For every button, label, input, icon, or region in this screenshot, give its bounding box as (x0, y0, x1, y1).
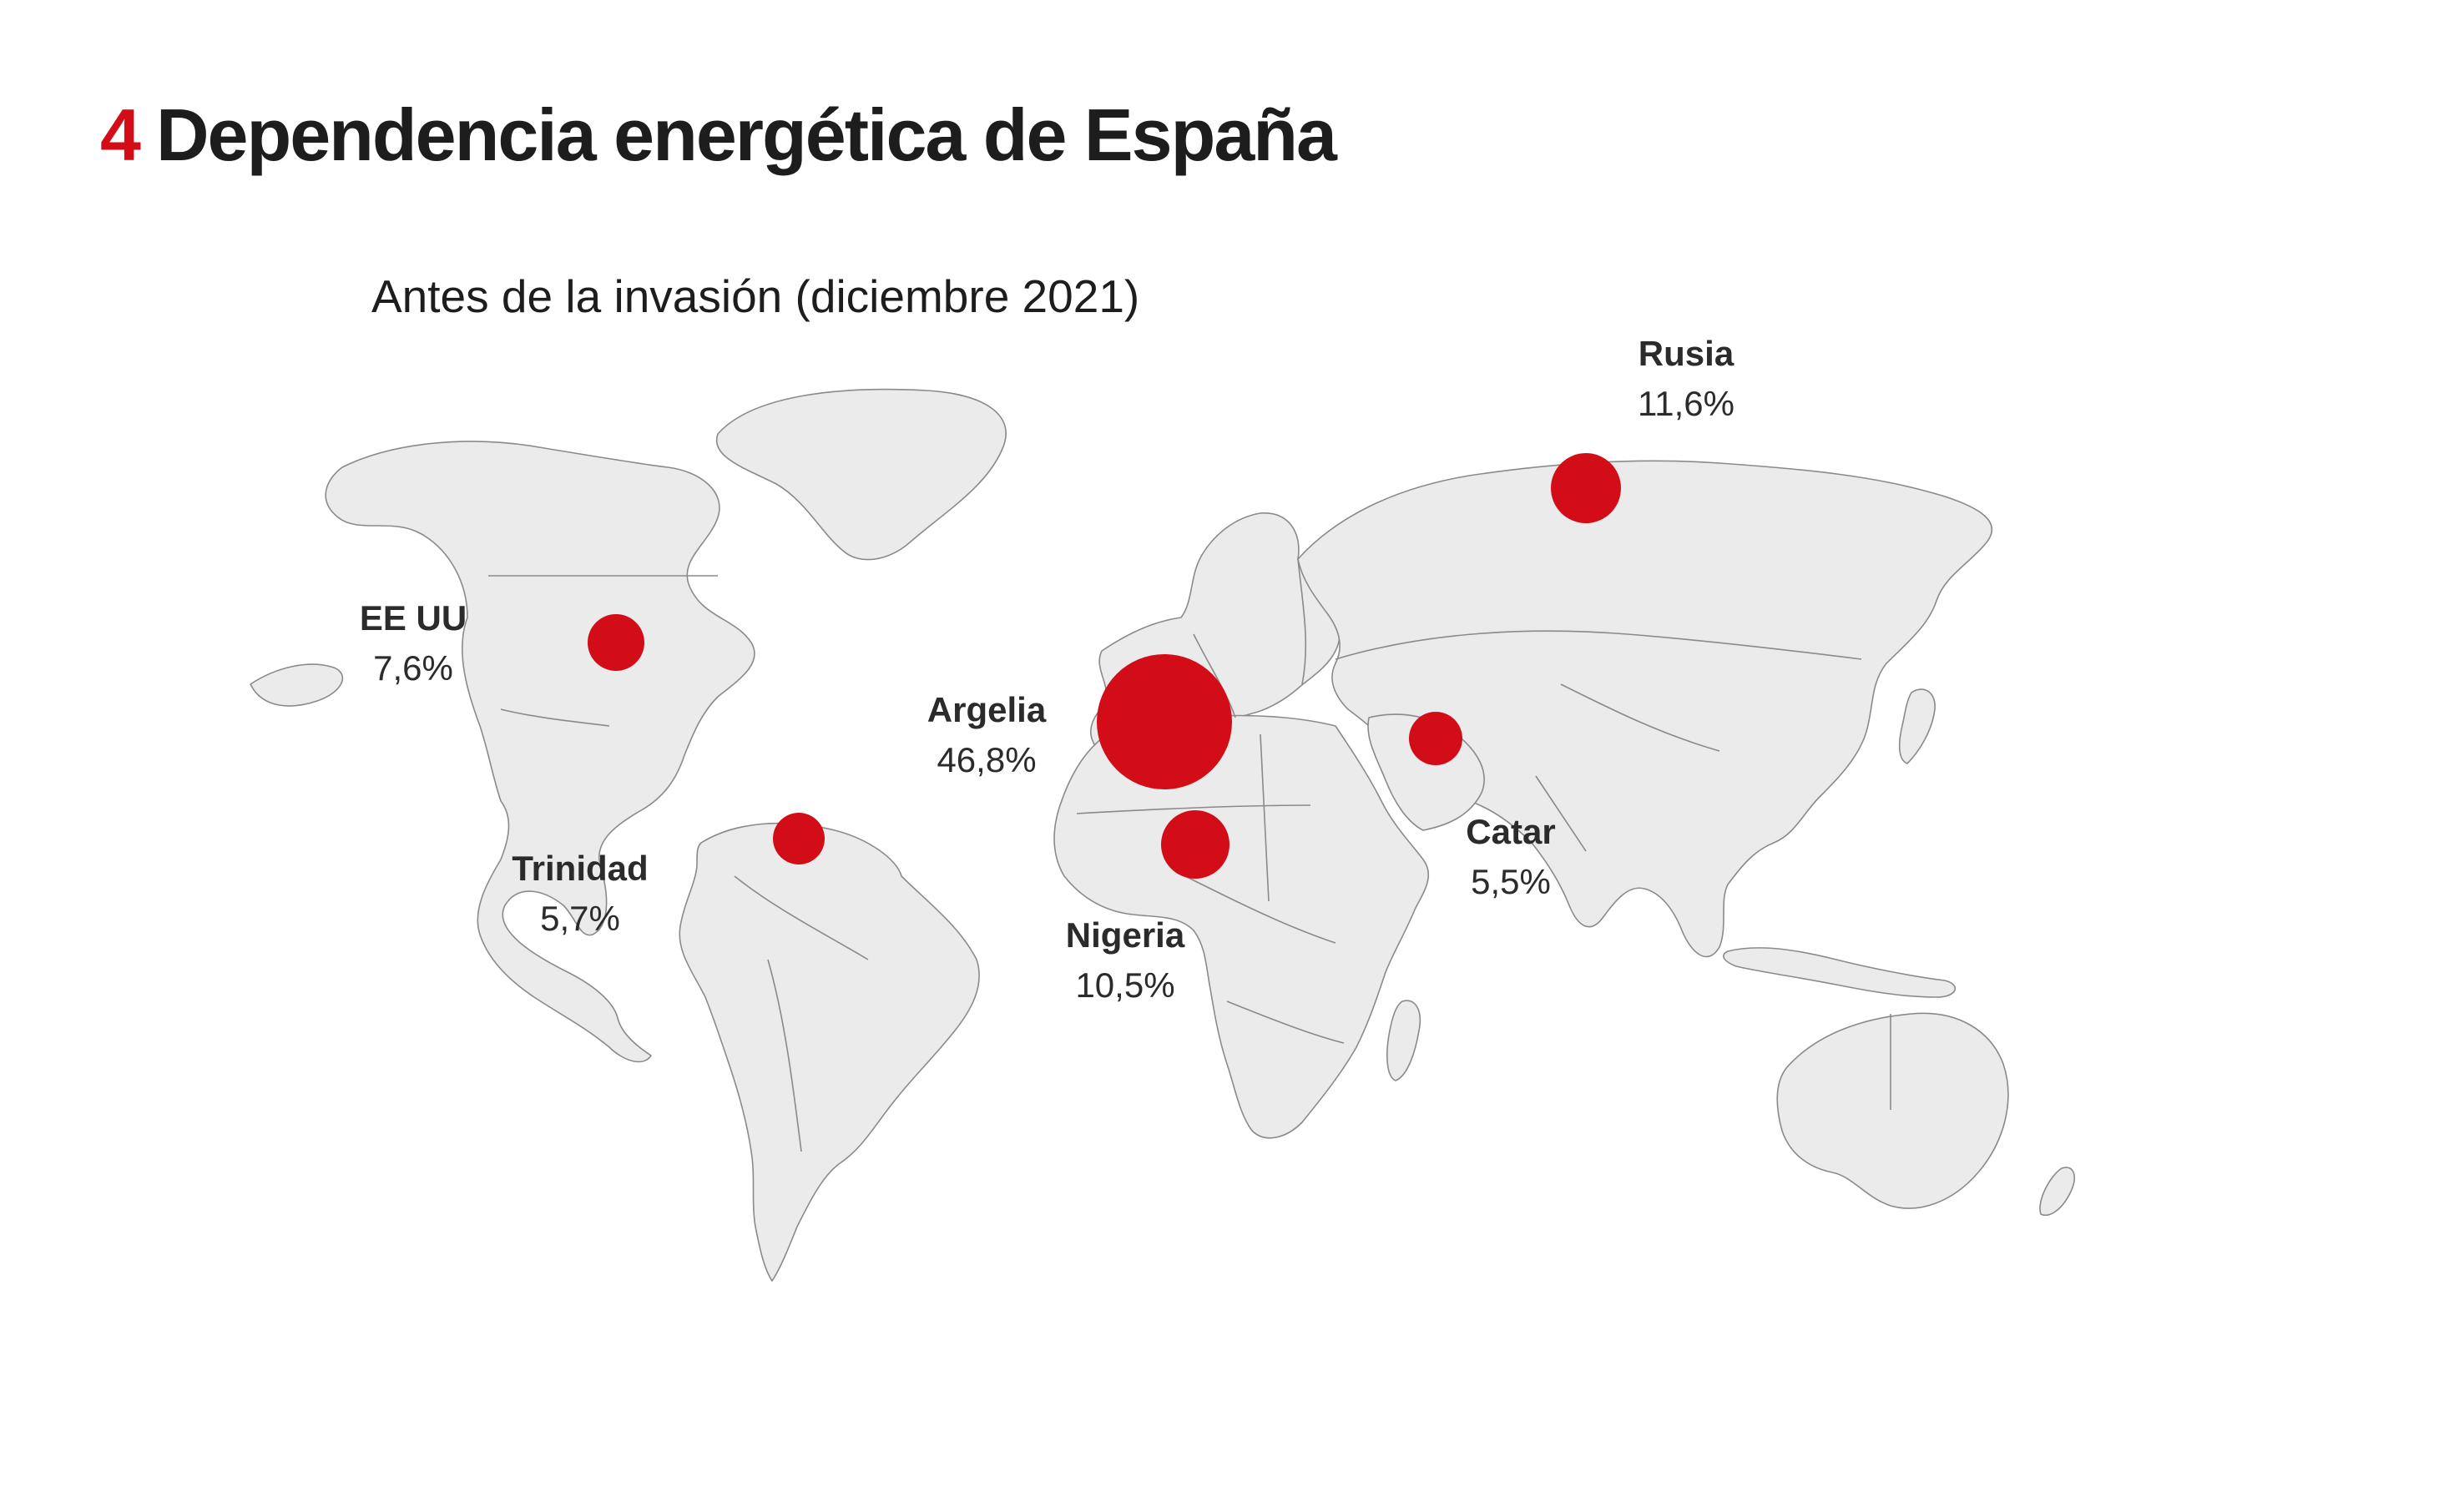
bubble-eeuu (588, 614, 644, 671)
border-africa-central (1184, 875, 1336, 944)
label-rusia: Rusia 11,6% (1638, 336, 1734, 421)
land-madagascar (1386, 1000, 1421, 1081)
label-rusia-value: 11,6% (1638, 384, 1734, 423)
page-title: 4 Dependencia energética de España (100, 98, 1337, 172)
map-subtitle: Antes de la invasión (diciembre 2021) (371, 270, 1140, 322)
border-africa-south (1226, 1000, 1345, 1044)
border-us-mexico (500, 708, 610, 727)
land-africa (1053, 714, 1430, 1139)
label-nigeria: Nigeria 10,5% (1066, 918, 1184, 1003)
label-rusia-name: Rusia (1638, 334, 1734, 373)
label-trinidad-name: Trinidad (512, 849, 649, 888)
label-trinidad-value: 5,7% (540, 899, 620, 938)
border-africa-vertical (1260, 733, 1270, 902)
bubble-nigeria (1161, 810, 1229, 879)
land-alaska (250, 663, 344, 707)
land-indonesia (1723, 947, 1957, 998)
border-europe-russia (1297, 558, 1307, 685)
bubble-catar (1409, 712, 1462, 765)
label-trinidad: Trinidad 5,7% (512, 851, 648, 936)
border-sa-2 (767, 959, 802, 1152)
label-argelia: Argelia 46,8% (927, 693, 1046, 778)
land-north-america (325, 441, 755, 1063)
border-china (1560, 683, 1720, 752)
land-south-america (679, 822, 980, 1282)
supplier-bubbles (588, 453, 1621, 879)
border-india (1535, 775, 1587, 852)
label-argelia-value: 46,8% (937, 740, 1037, 779)
label-eeuu: EE UU 7,6% (360, 601, 467, 686)
bubble-argelia (1097, 654, 1232, 789)
label-catar-name: Catar (1466, 812, 1556, 851)
bubble-rusia (1551, 453, 1621, 523)
land-japan (1898, 688, 1936, 764)
land-greenland (715, 388, 1007, 561)
label-eeuu-name: EE UU (359, 598, 467, 638)
land-masses (250, 388, 2075, 1282)
chart-number: 4 (100, 93, 141, 176)
border-sa-1 (734, 875, 869, 960)
border-russia-south (1335, 630, 1862, 660)
land-new-zealand (2039, 1167, 2075, 1216)
title-text: Dependencia energética de España (155, 93, 1337, 176)
bubble-trinidad (773, 813, 825, 864)
label-nigeria-name: Nigeria (1065, 915, 1185, 955)
country-borders (488, 558, 1891, 1152)
label-catar-value: 5,5% (1471, 862, 1551, 901)
label-argelia-name: Argelia (927, 690, 1047, 729)
border-africa-sahara (1076, 804, 1311, 814)
label-nigeria-value: 10,5% (1075, 965, 1175, 1005)
border-europe-1 (1193, 633, 1236, 718)
label-catar: Catar 5,5% (1466, 814, 1555, 900)
label-eeuu-value: 7,6% (373, 648, 453, 688)
land-australia (1776, 1012, 2009, 1209)
